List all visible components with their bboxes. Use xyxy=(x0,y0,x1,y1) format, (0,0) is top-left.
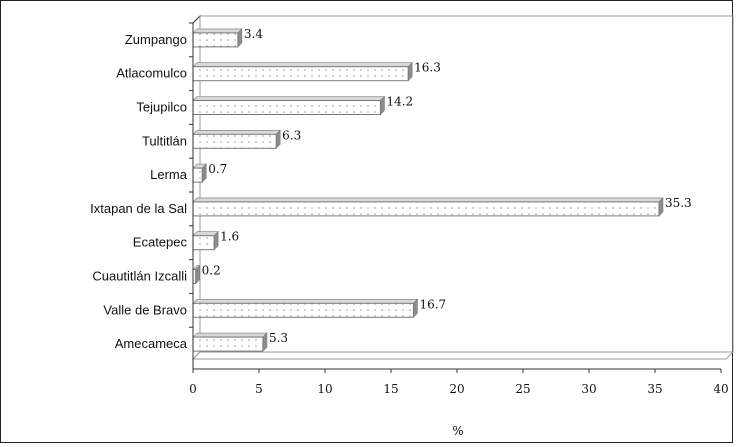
data-label: 1.6 xyxy=(220,230,239,244)
x-tick-label: 25 xyxy=(515,382,530,396)
category-label: Ixtapan de la Sal xyxy=(90,201,187,216)
x-tick-label: 5 xyxy=(255,382,263,396)
bar-top xyxy=(192,130,281,135)
bar-front xyxy=(192,336,264,352)
data-label: 0.2 xyxy=(202,264,221,278)
bar-front xyxy=(192,302,414,318)
bar xyxy=(192,298,419,319)
category-label: Amecameca xyxy=(115,336,188,351)
category-label: Valle de Bravo xyxy=(103,302,187,317)
bar xyxy=(192,230,219,251)
bars-group: 3.4 16.3 14.2 6.3 0.7 35.3 1.6 0.2 16.7 5.3 xyxy=(192,27,692,352)
data-label: 16.7 xyxy=(419,297,446,311)
bar-top xyxy=(192,62,413,67)
data-label: 14.2 xyxy=(386,95,413,109)
bar-front xyxy=(192,133,277,149)
x-tick-label: 0 xyxy=(189,382,197,396)
category-label: Atlacomulco xyxy=(116,66,187,81)
category-label: Ecatepec xyxy=(133,235,188,250)
category-label: Zumpango xyxy=(125,32,187,47)
data-label: 35.3 xyxy=(665,196,692,210)
x-tick-label: 15 xyxy=(383,382,398,396)
category-label: Lerma xyxy=(150,167,188,182)
bar xyxy=(192,264,201,285)
data-label: 6.3 xyxy=(282,128,301,142)
x-tick-label: 35 xyxy=(647,382,662,396)
bar-top xyxy=(192,28,243,34)
data-label: 0.7 xyxy=(208,162,227,176)
bar-top xyxy=(192,197,664,203)
bar-top xyxy=(192,96,386,101)
bar-top xyxy=(192,298,419,304)
bar-front xyxy=(192,32,239,48)
x-tick-label: 20 xyxy=(449,382,464,396)
bar-front xyxy=(192,235,215,251)
bar-front xyxy=(192,66,409,82)
bar xyxy=(192,163,207,183)
category-label: Tejupilco xyxy=(136,100,187,115)
axes-group: Zumpango Atlacomulco Tejupilco Tultitlán Ler… xyxy=(90,22,729,396)
bar xyxy=(192,95,386,116)
x-tick-label: 30 xyxy=(581,382,596,396)
bar-front xyxy=(192,167,203,183)
bar-front xyxy=(192,201,660,217)
x-axis-title: % xyxy=(452,424,463,438)
bar-front xyxy=(192,100,381,115)
category-label: Cuautitlán Izcalli xyxy=(92,269,187,284)
bar xyxy=(192,332,268,352)
bar xyxy=(192,28,243,48)
floor xyxy=(191,351,735,360)
bar xyxy=(192,129,281,150)
bar-top xyxy=(192,332,268,338)
bar xyxy=(192,197,664,217)
bar xyxy=(192,61,413,82)
x-tick-label: 40 xyxy=(713,382,728,396)
x-tick-label: 10 xyxy=(317,382,332,396)
data-label: 3.4 xyxy=(244,27,263,41)
data-label: 5.3 xyxy=(269,331,288,345)
data-label: 16.3 xyxy=(414,61,441,75)
category-label: Tultitlán xyxy=(142,133,187,148)
